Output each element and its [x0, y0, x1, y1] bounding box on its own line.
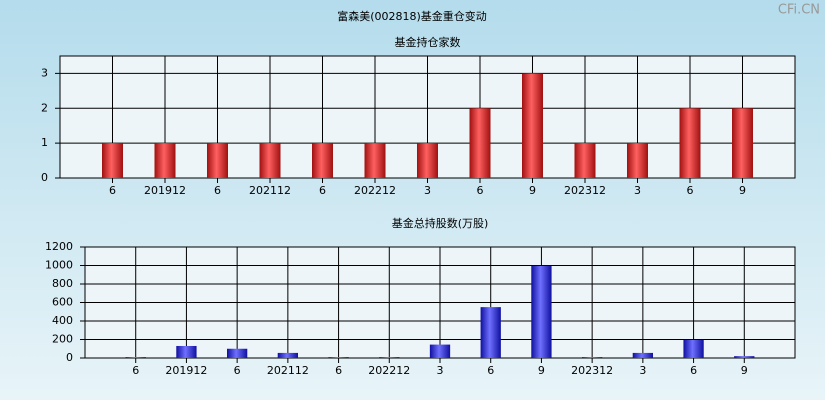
x-tick-label: 6	[690, 364, 697, 377]
bar	[582, 357, 603, 358]
x-tick-label: 3	[424, 184, 431, 197]
y-tick-label: 600	[52, 296, 73, 309]
x-tick-label: 202312	[564, 184, 606, 197]
x-tick-label: 202312	[571, 364, 613, 377]
bar	[207, 143, 228, 178]
x-tick-label: 9	[741, 364, 748, 377]
x-tick-label: 6	[487, 364, 494, 377]
bar	[683, 339, 704, 358]
x-tick-label: 6	[234, 364, 241, 377]
x-tick-label: 202212	[354, 184, 396, 197]
chart-title: 基金总持股数(万股)	[392, 216, 489, 230]
x-tick-label: 9	[529, 184, 536, 197]
y-tick-label: 200	[52, 333, 73, 346]
y-tick-label: 0	[41, 171, 48, 184]
x-tick-label: 201912	[144, 184, 186, 197]
bar	[732, 108, 753, 178]
x-tick-label: 202112	[249, 184, 291, 197]
bar	[154, 143, 176, 178]
bar	[364, 143, 386, 178]
x-tick-label: 6	[109, 184, 116, 197]
x-tick-label: 3	[634, 184, 641, 197]
bar	[469, 108, 491, 178]
y-tick-label: 800	[52, 277, 73, 290]
x-tick-label: 9	[739, 184, 746, 197]
x-tick-label: 202112	[267, 364, 309, 377]
bar	[480, 307, 501, 358]
x-tick-label: 6	[214, 184, 221, 197]
bar	[522, 73, 543, 178]
bar	[679, 108, 701, 178]
x-tick-label: 6	[687, 184, 694, 197]
bar	[429, 344, 451, 358]
bar	[574, 143, 596, 178]
bar	[328, 357, 349, 358]
y-tick-label: 1	[41, 136, 48, 149]
y-tick-label: 0	[66, 351, 73, 364]
x-tick-label: 6	[477, 184, 484, 197]
x-tick-label: 6	[335, 364, 342, 377]
x-tick-label: 6	[132, 364, 139, 377]
bar	[379, 357, 400, 358]
x-tick-label: 9	[538, 364, 545, 377]
bar	[531, 265, 552, 358]
bar	[125, 357, 146, 358]
y-tick-label: 1000	[45, 259, 73, 272]
bar	[627, 143, 648, 178]
bar	[312, 143, 333, 178]
bar	[417, 143, 438, 178]
bar	[102, 143, 123, 178]
bar	[259, 143, 281, 178]
x-tick-label: 3	[437, 364, 444, 377]
x-tick-label: 201912	[165, 364, 207, 377]
y-tick-label: 400	[52, 314, 73, 327]
bar	[632, 352, 653, 358]
x-tick-label: 3	[639, 364, 646, 377]
page-title: 富森美(002818)基金重仓变动	[337, 9, 487, 23]
x-tick-label: 202212	[368, 364, 410, 377]
y-tick-label: 1200	[45, 240, 73, 253]
bar	[176, 345, 197, 358]
watermark: CFi.CN	[778, 3, 820, 18]
bar	[734, 356, 755, 358]
y-tick-label: 2	[41, 101, 48, 114]
x-tick-label: 6	[319, 184, 326, 197]
bar	[277, 352, 298, 358]
bar	[227, 348, 248, 358]
chart-title: 基金持仓家数	[395, 35, 461, 49]
y-tick-label: 3	[41, 66, 48, 79]
